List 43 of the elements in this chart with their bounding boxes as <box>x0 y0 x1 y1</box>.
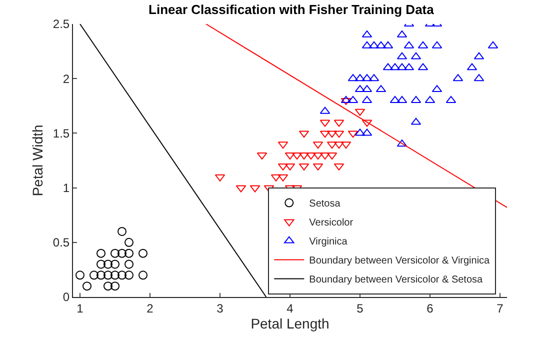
point <box>110 248 120 258</box>
x-tick-label: 1 <box>76 301 84 316</box>
point <box>118 226 126 236</box>
y-tick-label: 2.5 <box>52 17 70 32</box>
point <box>76 270 84 280</box>
y-axis-title: Petal Width <box>30 124 46 196</box>
point <box>96 248 106 258</box>
point <box>110 270 120 280</box>
x-tick-label: 6 <box>426 301 434 316</box>
y-tick-label: 0 <box>62 290 70 304</box>
point <box>110 282 120 291</box>
x-axis-title: Petal Length <box>250 316 330 332</box>
point <box>82 282 92 291</box>
y-tick-label: 1.5 <box>52 126 70 140</box>
y-tick-label: 1 <box>62 181 70 195</box>
point <box>124 270 134 280</box>
point <box>124 260 134 269</box>
x-tick-label: 4 <box>286 301 294 316</box>
point <box>118 270 126 280</box>
point <box>118 248 126 258</box>
x-tick-label: 2 <box>146 301 154 316</box>
point <box>138 248 148 258</box>
y-tick-label: 0.5 <box>52 236 70 250</box>
point <box>124 238 134 247</box>
legend-label: Boundary between Versicolor & Virginica <box>309 256 490 267</box>
x-tick-label: 5 <box>356 301 364 316</box>
point <box>110 260 120 269</box>
point <box>124 248 134 258</box>
point <box>104 282 112 291</box>
point <box>96 270 106 280</box>
x-tick-label: 7 <box>496 301 504 316</box>
legend-label: Virginica <box>309 236 348 248</box>
chart-title: Linear Classification with Fisher Training Data <box>148 2 435 18</box>
y-tick-label: 2 <box>62 72 70 86</box>
legend-label: Setosa <box>309 198 341 210</box>
x-tick-label: 3 <box>216 301 224 316</box>
legend-label: Boundary between Versicolor & Setosa <box>309 274 484 286</box>
point <box>138 270 148 280</box>
point <box>104 260 112 269</box>
point <box>104 270 112 280</box>
legend-label: Versicolor <box>309 218 354 229</box>
point <box>96 260 106 269</box>
point <box>90 270 98 280</box>
